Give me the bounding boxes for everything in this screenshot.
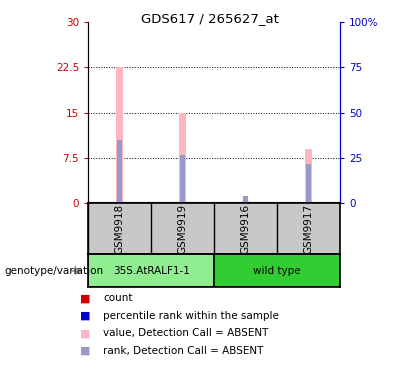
Bar — [214, 254, 340, 287]
Bar — [243, 196, 248, 203]
Text: ■: ■ — [80, 293, 90, 303]
Bar — [305, 149, 312, 203]
Bar — [306, 164, 311, 203]
Text: percentile rank within the sample: percentile rank within the sample — [103, 311, 279, 321]
Bar — [179, 113, 186, 203]
Text: ■: ■ — [80, 328, 90, 339]
Text: value, Detection Call = ABSENT: value, Detection Call = ABSENT — [103, 328, 268, 339]
Text: rank, Detection Call = ABSENT: rank, Detection Call = ABSENT — [103, 346, 263, 356]
Text: GSM9916: GSM9916 — [241, 204, 251, 254]
Bar — [88, 254, 214, 287]
Bar — [180, 155, 185, 203]
Bar — [116, 67, 123, 203]
Text: ■: ■ — [80, 311, 90, 321]
Text: 35S.AtRALF1-1: 35S.AtRALF1-1 — [113, 266, 190, 276]
Text: ■: ■ — [80, 346, 90, 356]
Text: count: count — [103, 293, 132, 303]
Text: GSM9918: GSM9918 — [115, 204, 125, 254]
Text: GSM9919: GSM9919 — [178, 204, 188, 254]
Text: wild type: wild type — [253, 266, 301, 276]
Text: GDS617 / 265627_at: GDS617 / 265627_at — [141, 12, 279, 25]
Bar — [117, 140, 122, 203]
Text: genotype/variation: genotype/variation — [4, 266, 103, 276]
Text: GSM9917: GSM9917 — [304, 204, 314, 254]
Bar — [242, 201, 249, 203]
